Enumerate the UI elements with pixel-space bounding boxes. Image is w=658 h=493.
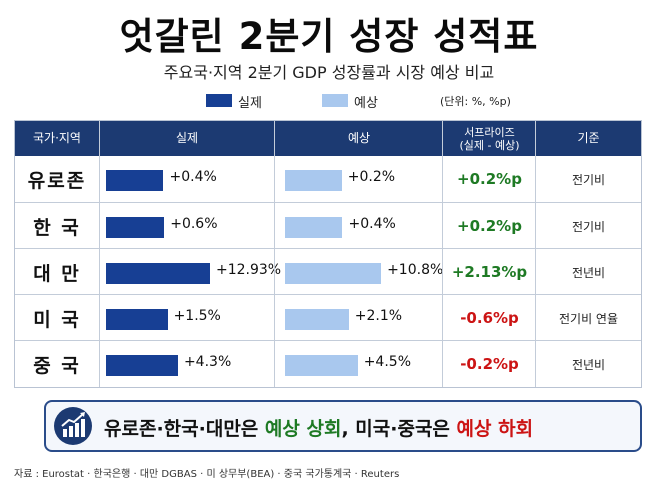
legend-actual-swatch	[206, 94, 232, 107]
actual-value-label: +0.4%	[169, 169, 217, 185]
actual-value-label: +4.3%	[183, 354, 232, 370]
summary-text: 유로존·한국·대만은 예상 상회, 미국·중국은 예상 하회	[104, 414, 533, 441]
country-label: 대 만	[33, 262, 81, 285]
header-surprise: 서프라이즈 (실제 - 예상)	[443, 121, 536, 156]
header-expected: 예상	[347, 131, 371, 145]
country-label: 중 국	[33, 354, 81, 377]
summary-part1: 유로존·한국·대만은	[104, 418, 265, 440]
basis-label: 전기비	[571, 172, 606, 187]
page-subtitle: 주요국·지역 2분기 GDP 성장률과 시장 예상 비교	[163, 63, 495, 82]
page-title: 엇갈린 2분기 성장 성적표	[119, 15, 539, 58]
header-surprise-line2: (실제 - 예상)	[459, 138, 520, 152]
basis-label: 전년비	[571, 265, 606, 280]
actual-bar	[106, 355, 178, 376]
legend-expected-label: 예상	[354, 96, 378, 111]
country-label: 한 국	[33, 216, 81, 239]
table-row: 미 국 +1.5% +2.1% -0.6%p 전기비 연율	[15, 294, 641, 340]
expected-value-label: +2.1%	[354, 308, 403, 324]
source-note: 자료 : Eurostat · 한국은행 · 대만 DGBAS · 미 상무부(…	[14, 469, 400, 480]
table-header: 국가·지역 실제 예상 서프라이즈 (실제 - 예상) 기준	[15, 121, 641, 156]
actual-bar	[106, 263, 210, 284]
expected-bar	[285, 170, 342, 191]
comparison-table: 국가·지역 실제 예상 서프라이즈 (실제 - 예상) 기준 유로존 +0.4% +…	[14, 120, 642, 388]
summary-banner: 유로존·한국·대만은 예상 상회, 미국·중국은 예상 하회	[44, 400, 642, 452]
legend-unit: (단위: %, %p)	[440, 95, 511, 108]
country-label: 미 국	[33, 308, 81, 331]
table-row: 한 국 +0.6% +0.4% +0.2%p 전기비	[15, 202, 641, 248]
expected-value-label: +10.8%	[387, 262, 444, 278]
basis-label: 전년비	[571, 357, 606, 372]
expected-bar	[285, 217, 343, 238]
summary-above-expectations: 예상 상회	[264, 418, 342, 440]
expected-bar	[285, 355, 358, 376]
legend: 실제 예상 (단위: %, %p)	[0, 91, 658, 111]
column-divider	[535, 121, 536, 387]
surprise-value: -0.2%p	[460, 355, 519, 373]
actual-bar	[106, 170, 164, 191]
expected-bar	[285, 309, 349, 330]
header-surprise-line1: 서프라이즈	[464, 125, 515, 139]
expected-value-label: +0.2%	[347, 169, 396, 185]
summary-below-expectations: 예상 하회	[456, 418, 534, 440]
actual-bar	[106, 309, 168, 330]
column-divider	[99, 121, 100, 387]
legend-actual-label: 실제	[238, 96, 262, 111]
actual-value-label: +12.93%	[216, 262, 282, 278]
header-region: 국가·지역	[33, 131, 81, 145]
table-row: 대 만 +12.93% +10.8% +2.13%p 전년비	[15, 248, 641, 294]
expected-value-label: +4.5%	[363, 354, 412, 370]
actual-value-label: +1.5%	[173, 308, 221, 324]
surprise-value: +0.2%p	[457, 170, 522, 188]
surprise-value: -0.6%p	[460, 309, 519, 327]
column-divider	[274, 121, 275, 387]
expected-value-label: +0.4%	[348, 216, 396, 232]
surprise-value: +2.13%p	[451, 263, 528, 281]
header-basis: 기준	[577, 131, 600, 145]
actual-bar	[106, 217, 165, 238]
growth-chart-icon	[54, 407, 92, 445]
table-row: 중 국 +4.3% +4.5% -0.2%p 전년비	[15, 340, 641, 386]
basis-label: 전기비 연율	[558, 311, 618, 326]
header-actual: 실제	[175, 131, 199, 145]
summary-part3: , 미국·중국은	[341, 418, 457, 440]
column-divider	[442, 121, 443, 387]
actual-value-label: +0.6%	[170, 216, 218, 232]
surprise-value: +0.2%p	[457, 217, 522, 235]
expected-bar	[285, 263, 382, 284]
legend-expected-swatch	[322, 94, 348, 107]
table-row: 유로존 +0.4% +0.2% +0.2%p 전기비	[15, 156, 641, 202]
basis-label: 전기비	[571, 219, 606, 234]
country-label: 유로존	[27, 169, 87, 192]
